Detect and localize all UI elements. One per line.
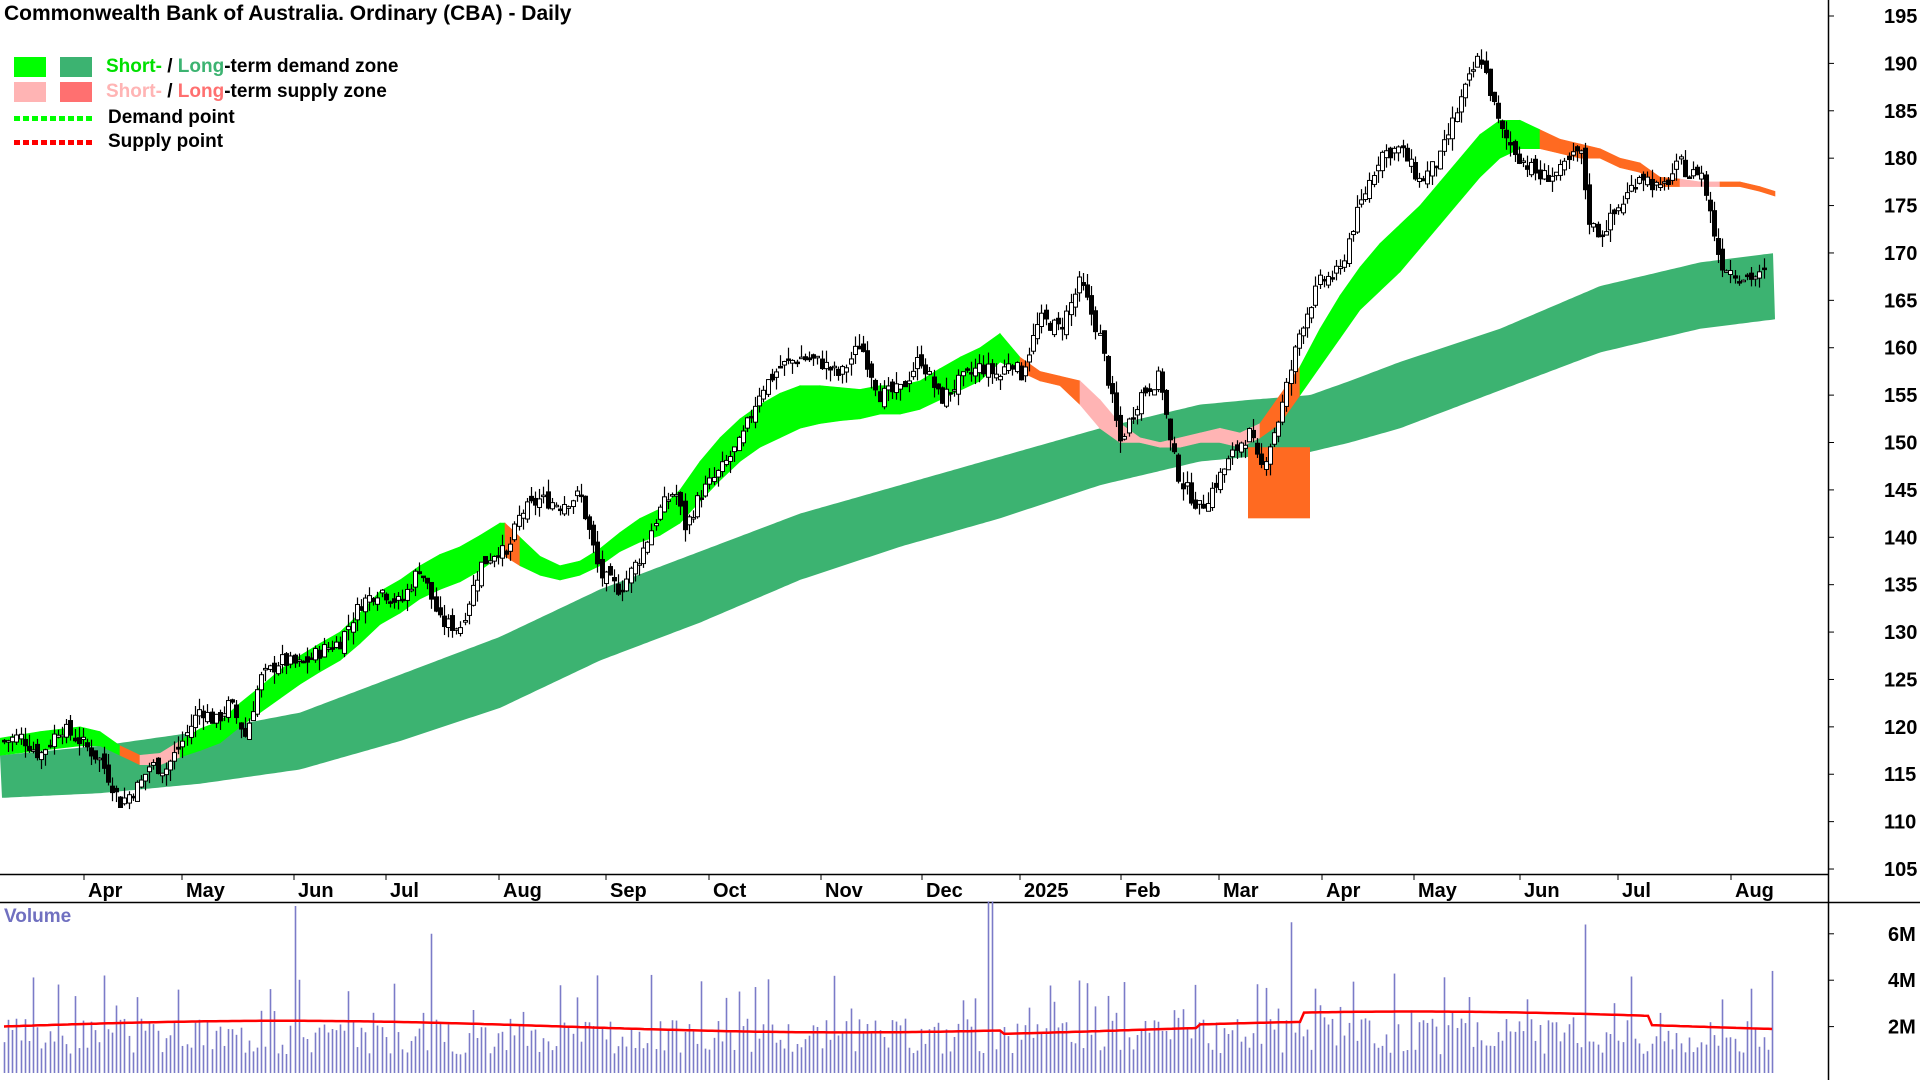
long-supply-swatch <box>60 82 92 102</box>
month-tick-label: Jun <box>298 880 334 902</box>
legend-demand-zone: Short- / Long -term demand zone <box>14 56 398 78</box>
price-tick-label: 165 <box>1884 290 1917 312</box>
month-tick-label: Jul <box>1622 880 1651 902</box>
month-tick-label: Apr <box>88 880 123 902</box>
price-tick-label: 190 <box>1884 53 1917 75</box>
legend-long-label: Long <box>177 81 225 102</box>
legend-sep: / <box>161 81 178 102</box>
month-tick-label: Apr <box>1326 880 1361 902</box>
legend-demand-point-label: Demand point <box>108 107 235 128</box>
price-tick-label: 125 <box>1884 669 1917 691</box>
legend-supply-text: -term supply zone <box>224 81 387 102</box>
price-tick-label: 110 <box>1884 812 1916 834</box>
demand-point-dots-icon <box>14 115 92 121</box>
price-tick-label: 105 <box>1884 859 1917 881</box>
price-tick-label: 175 <box>1884 196 1917 218</box>
supply-point-dots-icon <box>14 139 92 145</box>
price-tick-label: 195 <box>1884 6 1917 28</box>
month-tick-label: May <box>186 880 226 902</box>
month-tick-label: Aug <box>1735 880 1774 902</box>
long-term-demand-zone <box>0 253 1775 798</box>
short-supply-swatch <box>14 82 46 102</box>
price-tick-label: 155 <box>1884 385 1917 407</box>
price-tick-label: 185 <box>1884 101 1917 123</box>
price-tick-label: 135 <box>1884 575 1917 597</box>
volume-tick-label: 6M <box>1888 924 1916 946</box>
short-demand-swatch <box>14 57 46 77</box>
legend-supply-point: Supply point <box>14 131 223 153</box>
legend-supply-point-label: Supply point <box>108 131 224 152</box>
month-tick-label: Jun <box>1524 880 1560 902</box>
price-axis: 195 190 185 180 175 170 165 160 155 150 145 140 135 1… <box>1828 6 1917 881</box>
price-tick-label: 160 <box>1884 338 1917 360</box>
month-tick-label: Mar <box>1223 880 1259 902</box>
price-tick-label: 140 <box>1884 527 1917 549</box>
month-tick-label: Nov <box>825 880 864 902</box>
legend-demand-point: Demand point <box>14 107 235 129</box>
legend-demand-text: -term demand zone <box>224 56 399 77</box>
price-tick-label: 145 <box>1884 480 1917 502</box>
price-tick-label: 150 <box>1884 433 1917 455</box>
month-tick-label: Dec <box>926 880 963 902</box>
month-tick-label: Oct <box>713 880 747 902</box>
month-tick-label: Sep <box>610 880 647 902</box>
volume-tick-label: 4M <box>1888 970 1916 992</box>
legend-short-label: Short- <box>106 56 162 77</box>
active-supply-block <box>1248 447 1310 519</box>
volume-bars <box>3 901 1774 1073</box>
legend-sep: / <box>161 56 178 77</box>
month-tick-label: 2025 <box>1024 880 1069 902</box>
volume-tick-label: 2M <box>1888 1017 1916 1039</box>
long-zone-area <box>0 253 1775 798</box>
price-tick-label: 130 <box>1884 622 1917 644</box>
month-tick-label: Feb <box>1125 880 1161 902</box>
volume-panel-title: Volume <box>4 906 72 927</box>
volume-axis: 6M 4M 2M <box>1828 924 1916 1039</box>
month-tick-label: May <box>1418 880 1458 902</box>
price-tick-label: 120 <box>1884 717 1917 739</box>
candlesticks <box>2 49 1767 810</box>
chart-title: Commonwealth Bank of Australia. Ordinary… <box>4 2 572 25</box>
price-tick-label: 180 <box>1884 148 1917 170</box>
legend-long-label: Long <box>177 56 225 77</box>
price-tick-label: 170 <box>1884 243 1917 265</box>
legend-short-label: Short- <box>106 81 162 102</box>
month-tick-label: Aug <box>503 880 542 902</box>
time-axis: Apr May Jun Jul Aug Sep Oct Nov Dec 2025 Feb Mar Apr… <box>83 874 1774 902</box>
month-tick-label: Jul <box>390 880 419 902</box>
legend-supply-zone: Short- / Long -term supply zone <box>14 81 387 103</box>
long-demand-swatch <box>60 57 92 77</box>
price-tick-label: 115 <box>1884 764 1916 786</box>
